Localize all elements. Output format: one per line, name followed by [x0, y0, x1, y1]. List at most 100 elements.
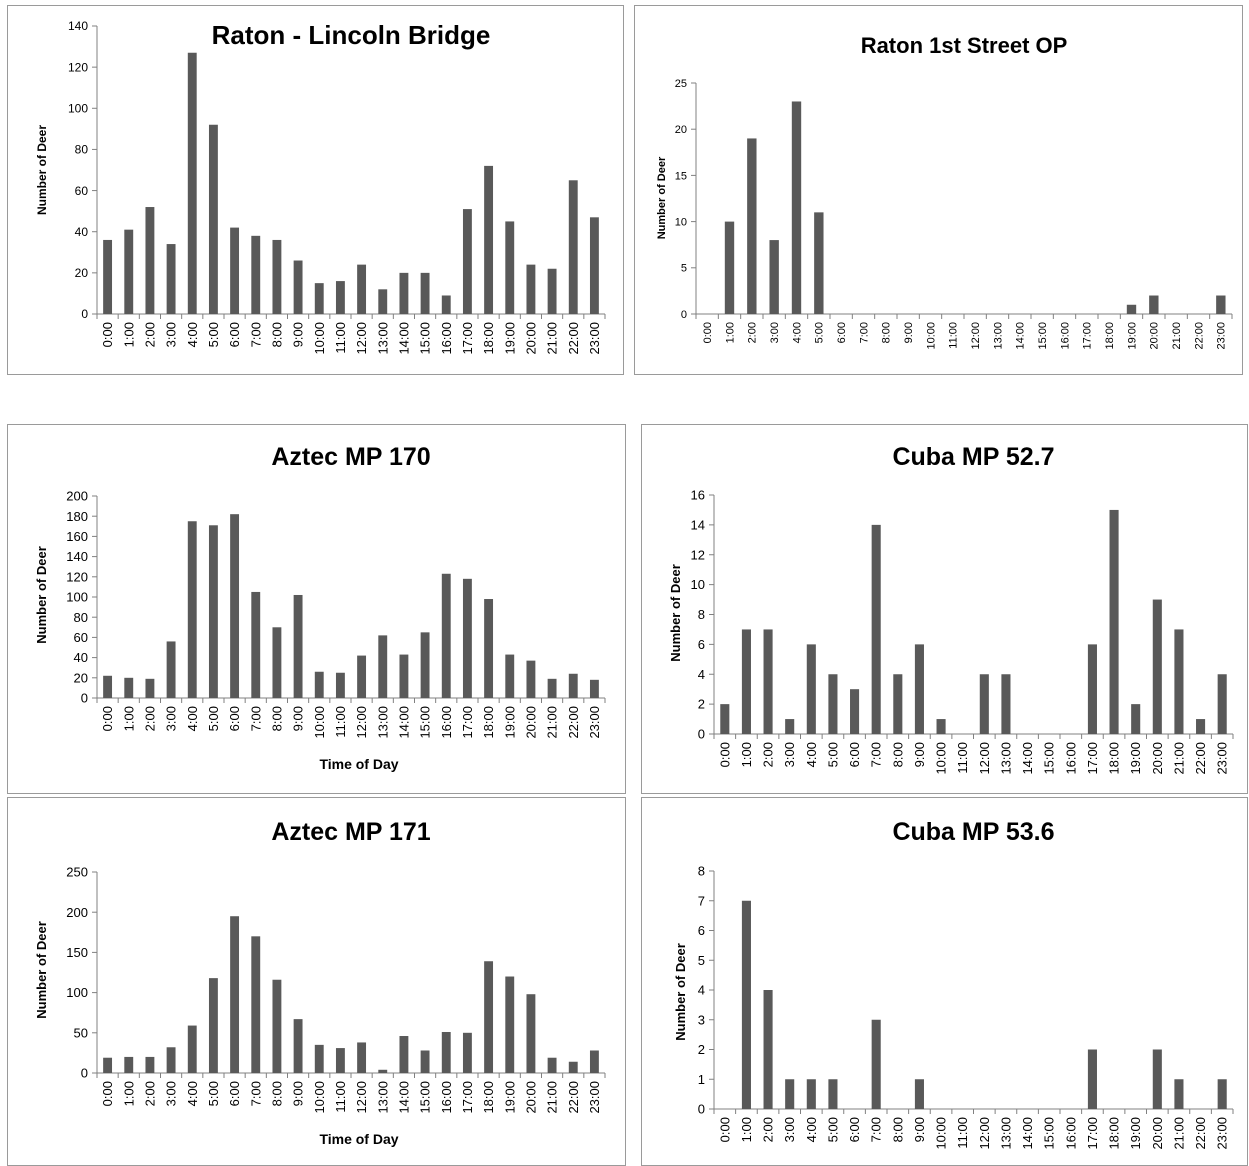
x-tick-label: 1:00 — [739, 742, 754, 767]
x-tick-label: 18:00 — [1104, 322, 1116, 350]
y-tick-label: 60 — [74, 630, 88, 645]
bar-0:00 — [103, 675, 113, 698]
y-tick-label: 2 — [698, 1042, 705, 1057]
x-tick-label: 21:00 — [545, 1081, 560, 1114]
x-tick-label: 22:00 — [566, 322, 581, 355]
x-tick-label: 6:00 — [227, 706, 242, 731]
bar-5:00 — [814, 212, 824, 314]
bar-23:00 — [1217, 674, 1227, 734]
x-tick-label: 9:00 — [903, 322, 915, 343]
y-tick-label: 6 — [698, 923, 705, 938]
x-tick-label: 0:00 — [702, 322, 714, 343]
y-tick-label: 200 — [66, 905, 88, 920]
x-tick-label: 21:00 — [1171, 1117, 1186, 1150]
x-tick-label: 0:00 — [717, 1117, 732, 1142]
y-tick-label: 140 — [66, 549, 88, 564]
x-tick-label: 0:00 — [100, 706, 115, 731]
x-tick-label: 15:00 — [418, 1081, 433, 1114]
y-tick-label: 20 — [675, 124, 687, 136]
bar-12:00 — [357, 264, 367, 314]
x-tick-label: 18:00 — [481, 1081, 496, 1114]
bar-12:00 — [979, 674, 989, 734]
y-tick-label: 50 — [74, 1025, 88, 1040]
y-axis-label: Number of Deer — [34, 546, 49, 644]
bar-6:00 — [230, 227, 240, 314]
x-tick-label: 19:00 — [1128, 1117, 1143, 1150]
x-tick-label: 5:00 — [206, 322, 221, 347]
y-tick-label: 120 — [66, 569, 88, 584]
x-tick-label: 19:00 — [502, 706, 517, 739]
x-tick-label: 12:00 — [977, 742, 992, 775]
bar-20:00 — [526, 994, 536, 1073]
x-tick-label: 20:00 — [523, 322, 538, 355]
bar-2:00 — [145, 1056, 155, 1073]
bar-15:00 — [420, 632, 430, 698]
x-tick-label: 1:00 — [121, 322, 136, 347]
y-tick-label: 4 — [698, 983, 705, 998]
x-tick-label: 5:00 — [206, 706, 221, 731]
bar-2:00 — [763, 629, 773, 734]
bar-14:00 — [399, 272, 409, 314]
x-tick-label: 4:00 — [804, 1117, 819, 1142]
bar-0:00 — [720, 704, 730, 734]
y-axis-label: Number of Deer — [34, 921, 49, 1019]
bar-17:00 — [1087, 644, 1097, 734]
x-tick-label: 10:00 — [934, 742, 949, 775]
y-tick-label: 0 — [81, 1066, 88, 1081]
y-tick-label: 6 — [698, 637, 705, 652]
bar-9:00 — [914, 1079, 924, 1109]
bar-19:00 — [505, 654, 515, 698]
x-tick-label: 0:00 — [100, 1081, 115, 1106]
x-tick-label: 22:00 — [1193, 1117, 1208, 1150]
x-tick-label: 10:00 — [312, 1081, 327, 1114]
x-tick-label: 14:00 — [1020, 742, 1035, 775]
chart-svg: Aztec MP 170 0 20 40 60 80 100 120 140 160 180 200 0… — [34, 443, 606, 772]
bar-20:00 — [1149, 295, 1159, 314]
x-tick-label: 9:00 — [291, 706, 306, 731]
bar-19:00 — [1126, 304, 1137, 314]
chart-svg: Cuba MP 53.6 0 1 2 3 4 5 6 7 8 0:00 1:00 2:00 3:00 4:0… — [673, 818, 1234, 1150]
chart-svg: Raton 1st Street OP 0 5 10 15 20 25 0:00 1:00 2:0… — [656, 33, 1233, 350]
chart-panel-cuba-mp-53-6: Cuba MP 53.6 0 1 2 3 4 5 6 7 8 0:00 1:00 2:00 3:00 4:0… — [641, 797, 1248, 1166]
y-tick-label: 200 — [66, 489, 88, 504]
y-tick-label: 80 — [74, 610, 88, 625]
x-tick-label: 2:00 — [142, 322, 157, 347]
bar-4:00 — [187, 1025, 197, 1073]
y-tick-label: 40 — [75, 225, 89, 239]
x-tick-label: 8:00 — [890, 1117, 905, 1142]
x-tick-label: 11:00 — [333, 322, 348, 354]
bar-13:00 — [1001, 674, 1011, 734]
x-tick-label: 12:00 — [354, 706, 369, 739]
bar-4:00 — [806, 644, 816, 734]
x-tick-label: 16:00 — [1063, 742, 1078, 775]
bar-10:00 — [936, 719, 946, 734]
x-tick-label: 21:00 — [1171, 742, 1186, 775]
bar-2:00 — [145, 207, 155, 314]
y-tick-label: 140 — [68, 19, 88, 33]
bar-4:00 — [806, 1079, 816, 1109]
bar-22:00 — [568, 1061, 578, 1073]
x-tick-label: 15:00 — [418, 322, 433, 355]
x-tick-label: 16:00 — [439, 1081, 454, 1114]
y-tick-label: 0 — [81, 307, 88, 321]
bar-13:00 — [378, 289, 388, 314]
bar-3:00 — [785, 1079, 795, 1109]
x-tick-label: 17:00 — [1085, 742, 1100, 775]
x-tick-label: 4:00 — [185, 1081, 200, 1106]
y-tick-label: 25 — [675, 78, 687, 90]
bar-12:00 — [357, 1042, 367, 1073]
bar-3:00 — [166, 641, 176, 698]
y-tick-label: 10 — [675, 216, 687, 228]
x-tick-label: 23:00 — [587, 1081, 602, 1114]
x-tick-label: 15:00 — [1037, 322, 1049, 350]
bar-20:00 — [526, 660, 536, 698]
x-tick-label: 14:00 — [1015, 322, 1027, 350]
bar-11:00 — [335, 1048, 345, 1073]
bar-5:00 — [828, 1079, 838, 1109]
bar-16:00 — [441, 573, 451, 698]
bar-3:00 — [166, 1047, 176, 1073]
x-tick-label: 9:00 — [912, 742, 927, 767]
bar-22:00 — [568, 673, 578, 698]
bar-12:00 — [357, 655, 367, 698]
x-tick-label: 5:00 — [825, 1117, 840, 1142]
